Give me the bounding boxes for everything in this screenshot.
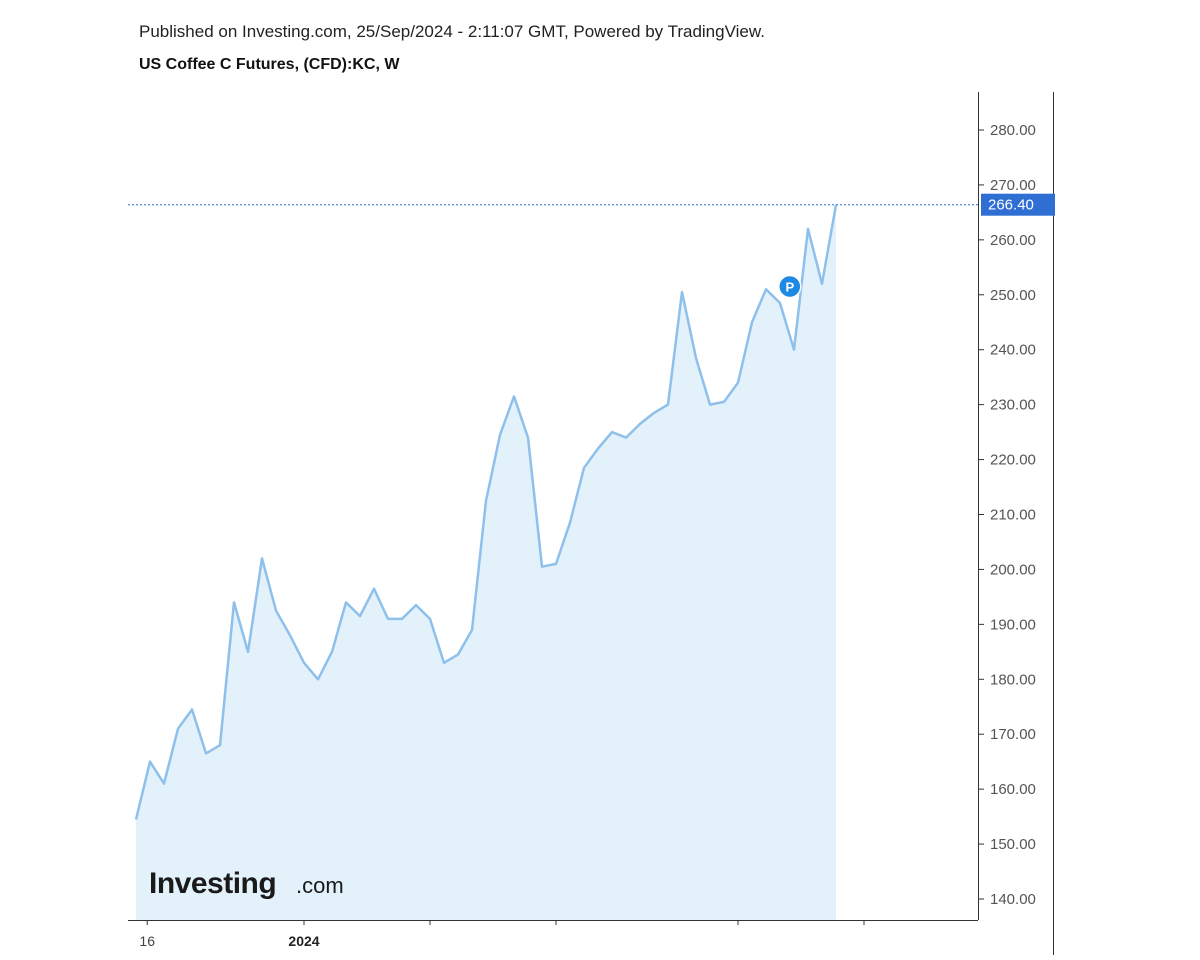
chart-header: Published on Investing.com, 25/Sep/2024 … [139, 22, 1039, 74]
chart-title: US Coffee C Futures, (CFD):KC, W [139, 56, 400, 73]
y-tick-label: 140.00 [990, 891, 1036, 908]
y-tick-label: 200.00 [990, 561, 1036, 578]
label-layer: 266.40 P [778, 193, 1055, 299]
y-tick-label: 260.00 [990, 232, 1036, 249]
area-fill [136, 204, 836, 920]
y-tick-label: 270.00 [990, 177, 1036, 194]
event-marker-letter: P [785, 280, 794, 295]
area-layer [128, 204, 978, 920]
price-line [134, 204, 838, 820]
logo-suffix: .com [296, 873, 344, 898]
y-tick-label: 280.00 [990, 122, 1036, 139]
y-tick-label: 180.00 [990, 671, 1036, 688]
y-tick-label: 150.00 [990, 836, 1036, 853]
y-tick-label: 230.00 [990, 397, 1036, 414]
y-tick-label: 190.00 [990, 616, 1036, 633]
axis-layer: 280.00 270.00 260.00 250.00 240.00 230.00 220.… [128, 92, 1054, 955]
event-marker[interactable] [778, 274, 802, 299]
published-note: Published on Investing.com, 25/Sep/2024 … [139, 22, 765, 41]
logo-brand: Investing [149, 867, 276, 900]
y-tick-label: 210.00 [990, 507, 1036, 524]
x-tick-label: 2024 [288, 933, 319, 949]
last-price-badge [981, 193, 1055, 216]
investing-logo: Investing .com [149, 867, 344, 900]
y-tick-label: 250.00 [990, 287, 1036, 304]
y-tick-label: 240.00 [990, 342, 1036, 359]
x-tick-label: 16 [139, 933, 155, 949]
y-tick-label: 220.00 [990, 452, 1036, 469]
y-tick-label: 170.00 [990, 726, 1036, 743]
y-tick-label: 160.00 [990, 781, 1036, 798]
last-price-label: 266.40 [988, 197, 1034, 214]
